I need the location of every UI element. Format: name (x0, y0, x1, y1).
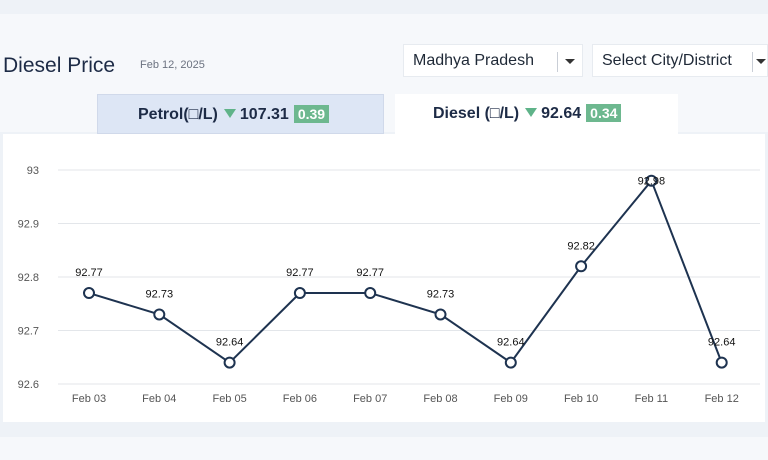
y-tick-label: 92.6 (18, 379, 39, 391)
city-select[interactable]: Select City/District (592, 44, 768, 77)
data-point (153, 308, 166, 321)
tab-diesel-label: Diesel (□/L) (433, 105, 520, 122)
data-point (504, 356, 517, 369)
data-label: 92.98 (638, 176, 666, 188)
x-tick-label: Feb 10 (564, 393, 598, 405)
chevron-down-icon[interactable] (565, 59, 575, 64)
y-tick-label: 92.7 (18, 326, 39, 338)
select-divider (557, 52, 558, 72)
chart-panel: 93 92.9 92.8 92.7 92.6 Feb 03 Feb 04 Feb 05 Feb … (3, 134, 765, 422)
x-tick-label: Feb 04 (142, 393, 176, 405)
x-tick-label: Feb 09 (494, 393, 528, 405)
data-point (645, 174, 658, 187)
tab-diesel[interactable]: Diesel (□/L) 92.64 0.34 (395, 94, 678, 134)
data-point (223, 356, 236, 369)
x-tick-label: Feb 03 (72, 393, 106, 405)
data-point (364, 287, 377, 300)
x-tick-label: Feb 06 (283, 393, 317, 405)
tab-diesel-price: 92.64 (541, 105, 582, 122)
tab-petrol[interactable]: Petrol(□/L) 107.31 0.39 (97, 94, 384, 134)
data-point (715, 356, 728, 369)
footer-band (0, 437, 768, 460)
select-divider (752, 52, 753, 72)
x-tick-label: Feb 07 (353, 393, 387, 405)
data-label: 92.64 (497, 337, 525, 349)
state-select-value: Madhya Pradesh (413, 52, 534, 69)
x-tick-label: Feb 05 (212, 393, 246, 405)
tab-petrol-content: Petrol(□/L) 107.31 0.39 (138, 105, 330, 124)
data-label: 92.77 (75, 267, 103, 279)
y-tick-label: 92.9 (18, 219, 39, 231)
y-tick-label: 93 (27, 165, 39, 177)
y-tick-label: 92.8 (18, 272, 39, 284)
data-point (434, 308, 447, 321)
data-point (83, 287, 95, 300)
city-select-value: Select City/District (602, 52, 732, 69)
price-line-chart: 93 92.9 92.8 92.7 92.6 Feb 03 Feb 04 Feb 05 Feb … (18, 165, 760, 405)
state-select[interactable]: Madhya Pradesh (403, 44, 583, 77)
data-label: 92.73 (427, 288, 455, 300)
data-label: 92.73 (146, 288, 174, 300)
x-tick-label: Feb 11 (635, 393, 668, 405)
down-arrow-icon (223, 109, 236, 118)
data-label: 92.77 (286, 267, 314, 279)
page-date: Feb 12, 2025 (140, 59, 205, 71)
change-badge: 0.34 (586, 104, 622, 122)
data-label: 92.64 (708, 337, 736, 349)
tab-petrol-price: 107.31 (239, 106, 289, 123)
page-title: Diesel Price (3, 54, 116, 77)
down-arrow-icon (525, 108, 538, 117)
data-label: 92.77 (356, 267, 384, 279)
data-label: 92.82 (567, 240, 595, 252)
x-tick-label: Feb 12 (705, 393, 739, 405)
tab-diesel-content: Diesel (□/L) 92.64 0.34 (433, 104, 622, 123)
chevron-down-icon[interactable] (756, 59, 766, 64)
data-point (575, 260, 588, 273)
change-badge: 0.39 (293, 105, 330, 123)
data-point (293, 287, 306, 300)
tab-petrol-label: Petrol(□/L) (138, 106, 218, 123)
series-line (88, 178, 723, 364)
x-tick-label: Feb 08 (423, 393, 457, 405)
data-label: 92.64 (216, 337, 244, 349)
